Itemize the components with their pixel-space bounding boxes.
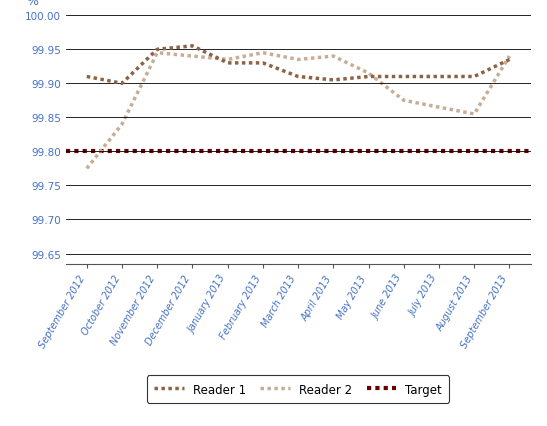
Reader 1 bbox=[436, 75, 443, 80]
Reader 1 bbox=[400, 75, 407, 80]
Reader 2 bbox=[471, 112, 478, 117]
Target bbox=[119, 150, 125, 155]
Reader 2 bbox=[295, 58, 301, 63]
Reader 1 bbox=[365, 75, 372, 80]
Reader 2 bbox=[436, 105, 443, 110]
Text: %: % bbox=[26, 0, 38, 8]
Reader 2 bbox=[330, 55, 336, 60]
Reader 1 bbox=[471, 75, 478, 80]
Reader 2 bbox=[189, 55, 196, 60]
Reader 2 bbox=[506, 55, 513, 60]
Reader 2 bbox=[365, 72, 372, 77]
Reader 2 bbox=[154, 51, 160, 56]
Reader 1 bbox=[189, 44, 196, 49]
Reader 2 bbox=[260, 51, 266, 56]
Reader 2 bbox=[119, 122, 125, 127]
Reader 1 bbox=[295, 75, 301, 80]
Reader 1 bbox=[506, 58, 513, 63]
Reader 2 bbox=[84, 167, 90, 172]
Line: Reader 1: Reader 1 bbox=[87, 47, 509, 84]
Reader 1 bbox=[224, 61, 231, 66]
Target bbox=[84, 150, 90, 155]
Legend: Reader 1, Reader 2, Target: Reader 1, Reader 2, Target bbox=[147, 376, 449, 403]
Reader 2 bbox=[224, 58, 231, 63]
Reader 1 bbox=[119, 81, 125, 86]
Line: Reader 2: Reader 2 bbox=[87, 54, 509, 169]
Reader 1 bbox=[154, 48, 160, 53]
Reader 2 bbox=[400, 98, 407, 104]
Reader 1 bbox=[260, 61, 266, 66]
Reader 1 bbox=[84, 75, 90, 80]
Reader 1 bbox=[330, 78, 336, 83]
